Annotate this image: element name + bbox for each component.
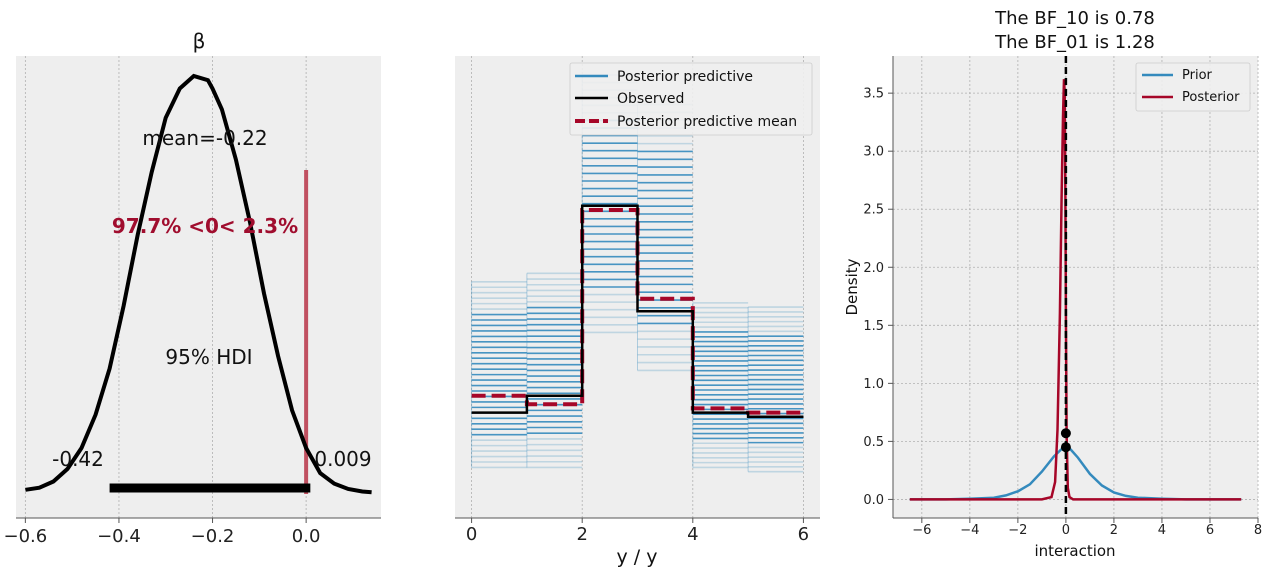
bf-legend: Prior Posterior [1135,62,1251,112]
bf-y-tick-label: 0.0 [863,493,884,508]
ppc-x-ticks: 0 2 4 6 [466,518,809,545]
beta-hdi-low-label: -0.42 [52,447,104,471]
bf-y-tick-label: 1.5 [863,319,884,334]
bf-x-tick-label: 0 [1062,523,1070,538]
bf-y-tick-label: 3.5 [863,87,884,102]
beta-posterior-panel: β mean=-0.22 97.7% <0< 2.3% 95% HDI -0.4… [3,29,381,547]
ppc-x-tick-label: 2 [576,524,587,545]
ppc-legend: Posterior predictive Observed Posterior … [569,62,813,136]
bf-y-tick-label: 1.0 [863,377,884,392]
bf-y-tick-label: 2.5 [863,203,884,218]
bf-legend-posterior: Posterior [1182,90,1240,105]
ppc-legend-box [569,62,813,136]
beta-x-tick-label: −0.4 [97,526,141,547]
bf-x-label: interaction [1034,542,1115,560]
beta-x-tick-label: 0.0 [292,526,321,547]
bf-legend-prior: Prior [1182,68,1213,83]
bf-plot-area [893,56,1258,518]
beta-hdi-label: 95% HDI [165,345,252,369]
bf-y-tick-label: 0.5 [863,435,884,450]
ppc-x-label: y / y [617,546,658,568]
beta-x-tick-label: −0.6 [3,526,47,547]
beta-ref-label: 97.7% <0< 2.3% [112,214,298,238]
bf-title-line-1: The BF_10 is 0.78 [994,8,1155,29]
bf-x-tick-label: 6 [1206,523,1214,538]
bf-posterior-curve [909,79,1242,501]
bayes-factor-panel: −6 −4 −2 0 2 4 6 8 0.0 0.5 1.0 1.5 2.0 2.5 3.0 3.5 The… [843,8,1262,560]
bf-x-tick-label: −2 [1008,523,1027,538]
ppc-x-tick-label: 4 [687,524,698,545]
beta-hdi-high-label: 0.009 [314,447,371,471]
bf-prior-marker [1060,442,1071,453]
beta-plot-area [16,56,381,518]
beta-density-curve [25,73,372,495]
ppc-observed-line [471,204,804,419]
beta-x-tick-label: −0.2 [191,526,235,547]
bf-title-line-2: The BF_01 is 1.28 [994,32,1155,53]
beta-title: β [193,29,206,53]
beta-mean-label: mean=-0.22 [142,126,267,150]
bf-x-tick-label: −6 [912,523,931,538]
bf-y-tick-label: 3.0 [863,145,884,160]
ppc-panel: 0 2 4 6 y / y Posterior predictive Observed… [455,56,820,568]
ppc-legend-observed: Observed [617,91,684,107]
bf-posterior-marker [1060,428,1071,439]
bf-x-tick-label: 2 [1110,523,1118,538]
ppc-x-tick-label: 0 [466,524,477,545]
bf-x-ticks: −6 −4 −2 0 2 4 6 8 [912,518,1262,538]
ppc-x-tick-label: 6 [798,524,809,545]
bf-x-tick-label: −4 [960,523,979,538]
bf-y-tick-label: 2.0 [863,261,884,276]
ppc-legend-mean: Posterior predictive mean [617,114,797,130]
beta-x-ticks: −0.6 −0.4 −0.2 0.0 [3,518,320,547]
bf-x-tick-label: 4 [1158,523,1166,538]
bf-y-ticks: 0.0 0.5 1.0 1.5 2.0 2.5 3.0 3.5 [863,87,893,508]
bf-y-label: Density [843,258,861,315]
ppc-legend-predictive: Posterior predictive [617,69,753,85]
bf-x-tick-label: 8 [1254,523,1262,538]
